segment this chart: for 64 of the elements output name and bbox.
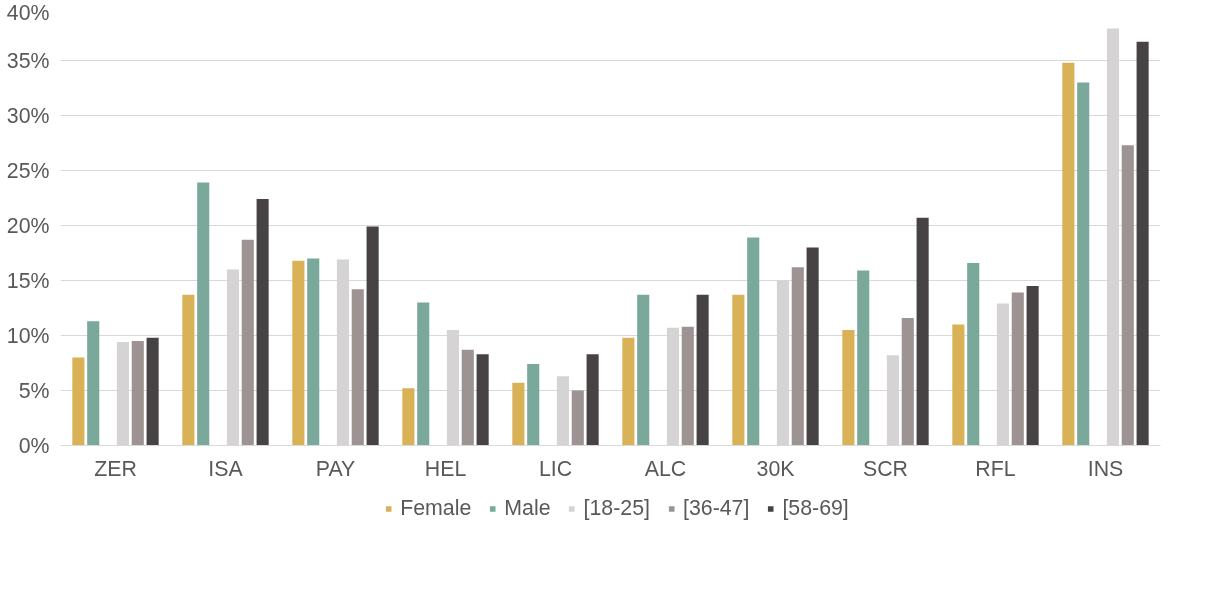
bar [512,382,525,446]
legend-label: Female [400,495,472,521]
bar [131,341,144,446]
bar [1121,145,1134,446]
bar [292,260,305,446]
bar [241,239,254,446]
x-tick-label: HEL [424,456,467,481]
bar [146,337,159,446]
bar [197,182,210,446]
bar [417,302,430,446]
x-tick-label: ALC [644,456,687,481]
bar [87,321,100,446]
y-tick-label: 0% [18,433,50,458]
x-tick-label: LIC [538,456,573,481]
bar [461,349,474,446]
legend-label: [36-47] [682,495,750,521]
bar [806,247,819,446]
bar [307,258,320,446]
y-tick-label: 30% [6,103,50,128]
x-tick-label: INS [1087,456,1124,481]
bar [182,294,195,446]
bar [1062,62,1075,446]
bar [842,330,855,446]
bar [637,294,650,446]
bar [952,324,965,446]
bar [1136,41,1149,446]
legend-label: Male [504,495,551,521]
bar [366,226,379,446]
bar [681,326,694,446]
bar [967,262,980,446]
bar [1011,292,1024,446]
y-tick-label: 10% [6,323,50,348]
bar [256,199,269,446]
bar [571,390,584,446]
y-tick-label: 40% [6,0,50,25]
bar [586,354,599,446]
y-tick-label: 25% [6,158,50,183]
bar [901,317,914,446]
x-tick-label: SCR [862,456,909,481]
legend-label: [18-25] [583,495,650,521]
bar [1077,82,1090,446]
y-tick-label: 35% [6,48,50,73]
x-tick-label: RFL [975,456,1016,481]
x-tick-label: ZER [94,456,137,481]
y-tick-label: 20% [6,213,50,238]
bar [1026,286,1039,446]
bar [747,237,760,446]
bar [351,289,364,446]
bar [791,267,804,446]
bar [732,294,745,446]
bar [476,354,489,446]
legend-label: [58-69] [782,495,849,521]
bar [916,217,929,446]
bar [696,294,709,446]
bar [402,388,415,446]
x-tick-label: 30K [756,456,795,481]
y-tick-label: 15% [6,268,50,293]
bar [622,337,635,446]
x-tick-label: ISA [208,456,244,481]
x-tick-label: PAY [315,456,356,481]
bar [527,364,540,446]
y-tick-label: 5% [18,378,50,403]
bar [72,357,85,446]
bar [857,270,870,446]
